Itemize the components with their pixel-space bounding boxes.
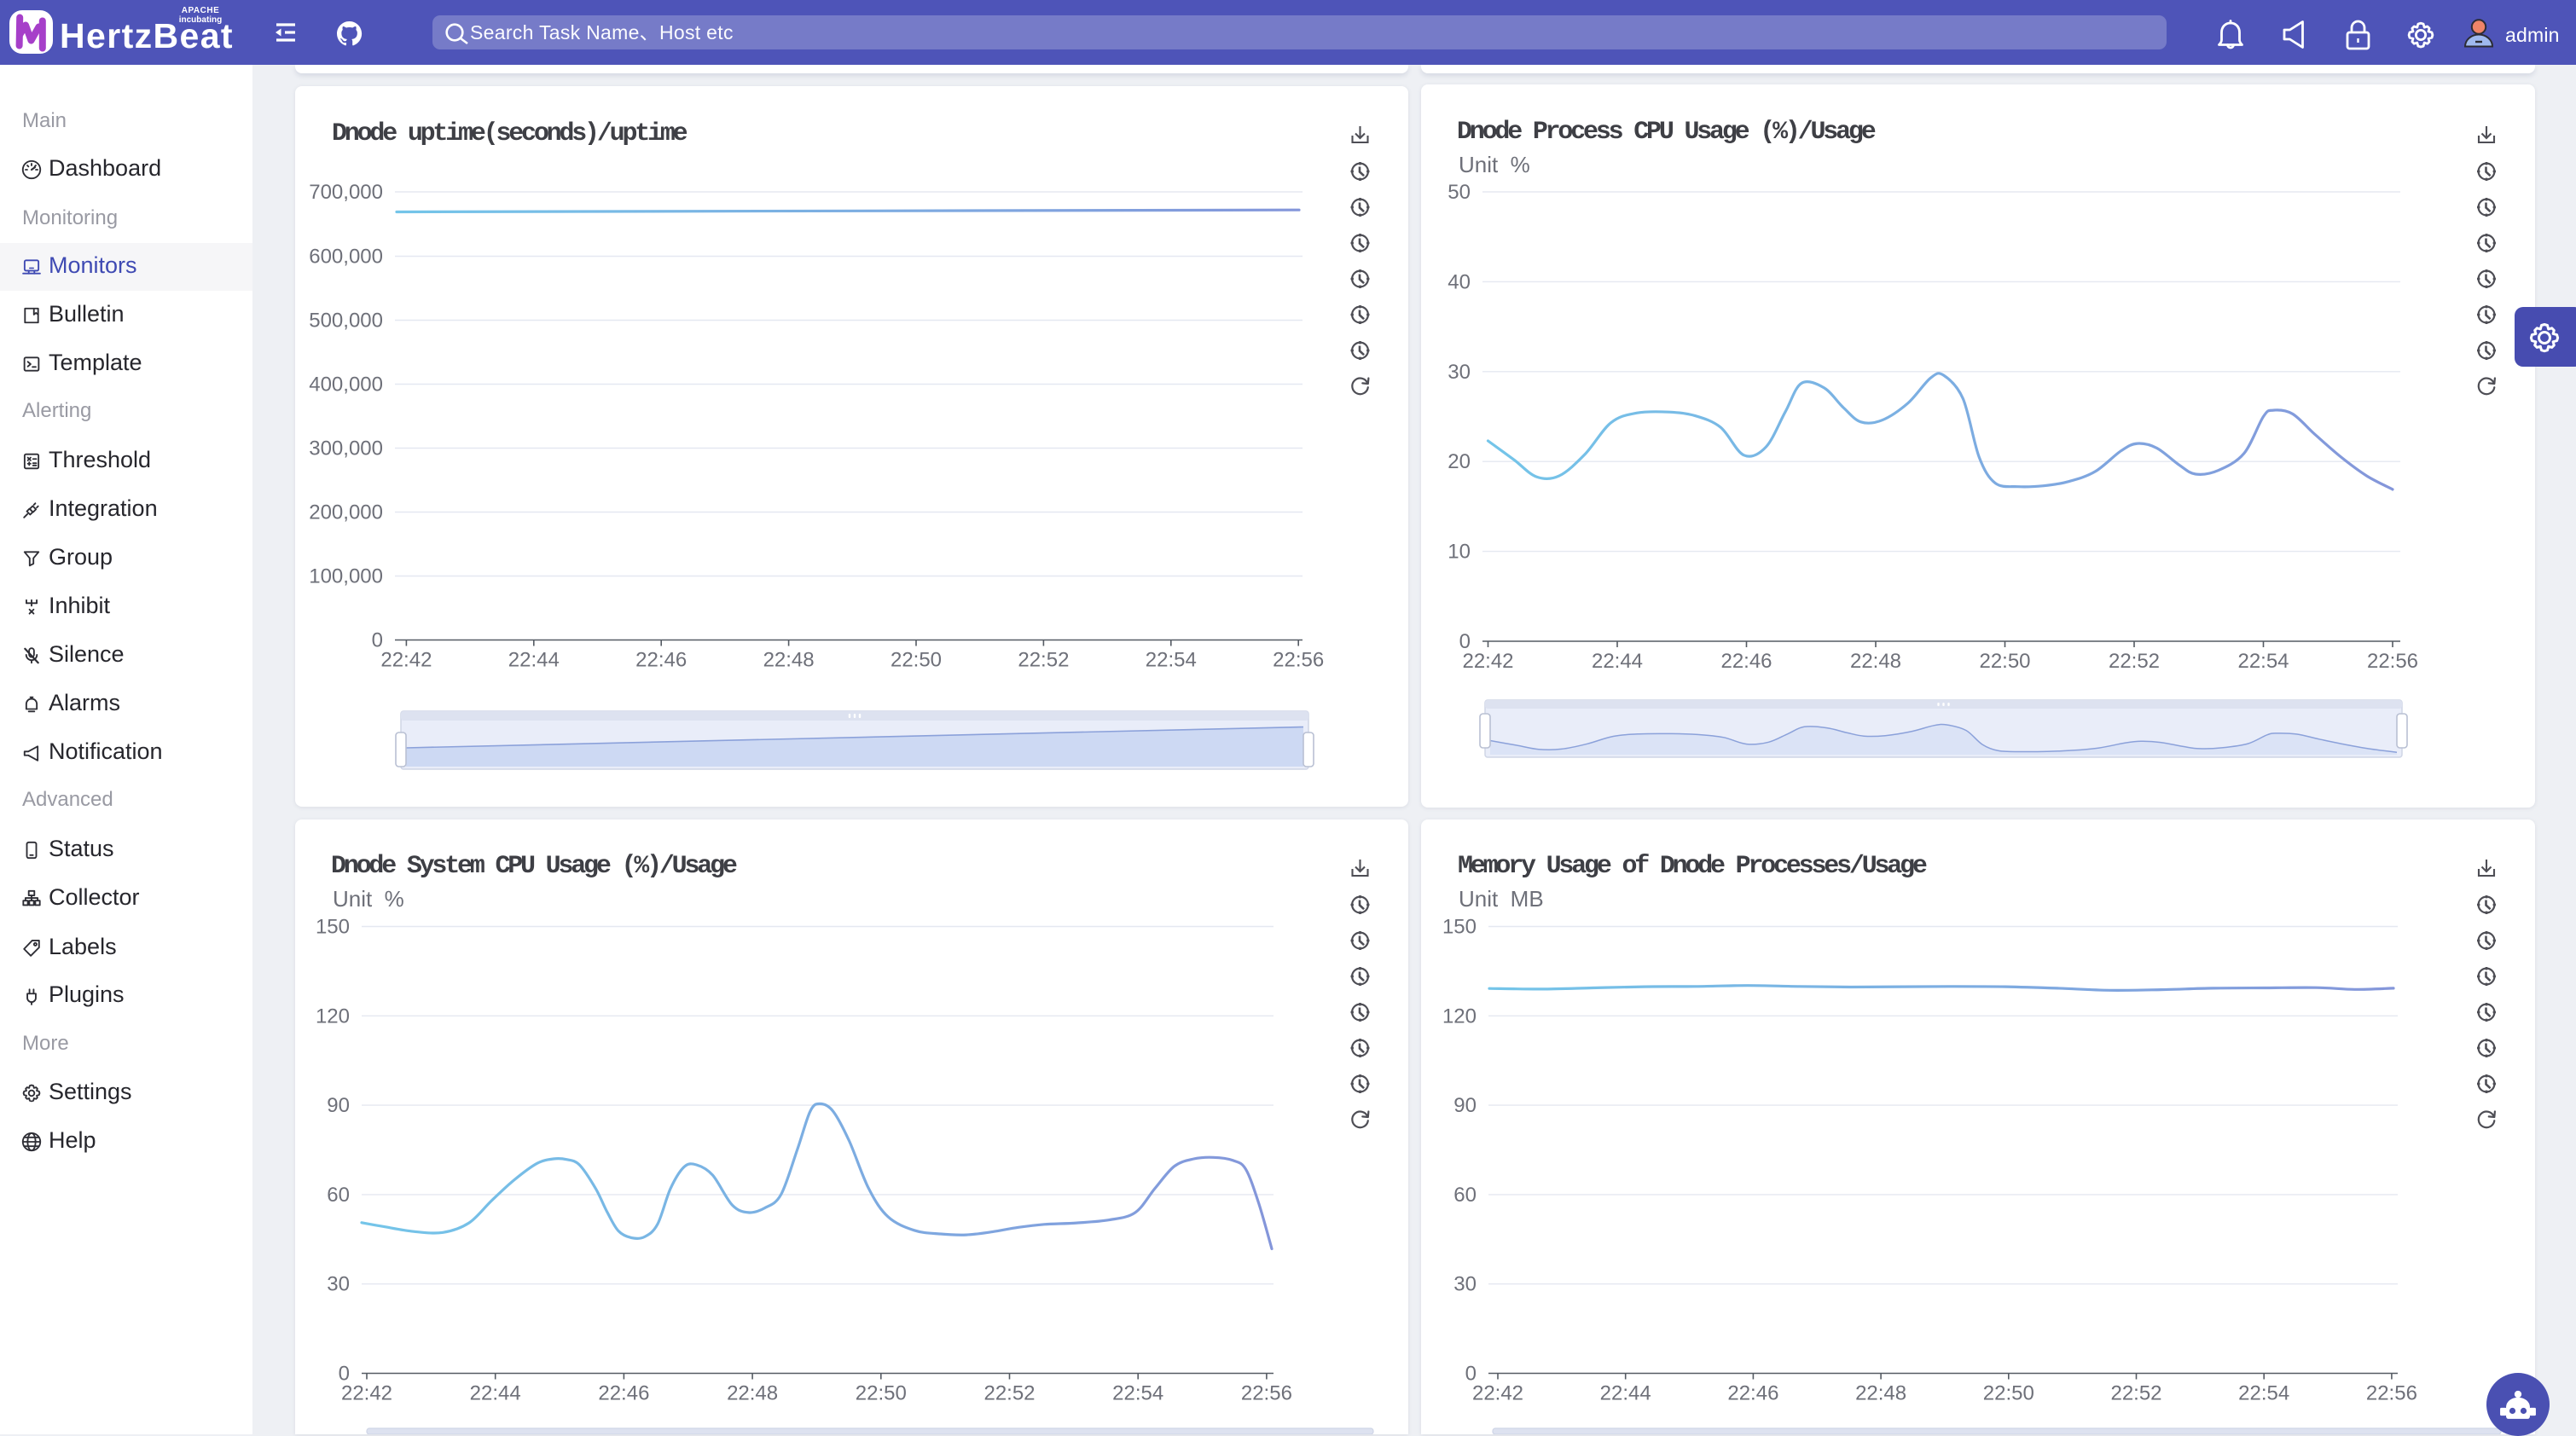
svg-text:22:54: 22:54 (2238, 1382, 2289, 1405)
svg-text:300,000: 300,000 (309, 437, 383, 460)
svg-text:30: 30 (1448, 361, 1471, 384)
svg-text:22:48: 22:48 (1855, 1382, 1906, 1405)
svg-text:60: 60 (327, 1184, 350, 1207)
svg-text:500,000: 500,000 (309, 310, 383, 333)
svg-text:22:44: 22:44 (508, 649, 560, 672)
svg-text:30: 30 (1453, 1273, 1477, 1296)
svg-text:22:56: 22:56 (1273, 649, 1324, 672)
svg-text:22:56: 22:56 (2367, 650, 2418, 673)
svg-text:22:44: 22:44 (1600, 1382, 1651, 1405)
svg-text:22:56: 22:56 (1241, 1382, 1292, 1405)
svg-text:0: 0 (339, 1363, 350, 1386)
svg-text:0: 0 (372, 629, 383, 652)
svg-text:60: 60 (1453, 1184, 1477, 1207)
svg-text:22:54: 22:54 (1112, 1382, 1163, 1405)
svg-text:700,000: 700,000 (309, 181, 383, 204)
svg-text:22:46: 22:46 (635, 649, 687, 672)
svg-text:22:54: 22:54 (1146, 649, 1197, 672)
svg-text:22:42: 22:42 (1472, 1382, 1523, 1405)
svg-text:22:48: 22:48 (763, 649, 815, 672)
svg-text:22:50: 22:50 (891, 649, 942, 672)
svg-text:400,000: 400,000 (309, 373, 383, 397)
svg-text:22:42: 22:42 (341, 1382, 392, 1405)
svg-text:10: 10 (1448, 541, 1471, 564)
svg-text:22:56: 22:56 (2366, 1382, 2417, 1405)
svg-text:22:52: 22:52 (983, 1382, 1035, 1405)
svg-text:90: 90 (1453, 1094, 1477, 1117)
svg-text:100,000: 100,000 (309, 565, 383, 588)
svg-text:150: 150 (316, 916, 350, 939)
svg-text:22:52: 22:52 (2110, 1382, 2161, 1405)
svg-text:90: 90 (327, 1094, 350, 1117)
svg-text:22:44: 22:44 (470, 1382, 521, 1405)
svg-text:22:42: 22:42 (380, 649, 432, 672)
svg-text:40: 40 (1448, 270, 1471, 293)
svg-text:22:52: 22:52 (2109, 650, 2160, 673)
svg-text:22:46: 22:46 (598, 1382, 649, 1405)
svg-text:600,000: 600,000 (309, 246, 383, 269)
svg-text:150: 150 (1442, 916, 1477, 939)
svg-text:22:44: 22:44 (1592, 650, 1643, 673)
svg-text:0: 0 (1465, 1363, 1477, 1386)
svg-text:22:50: 22:50 (856, 1382, 907, 1405)
svg-text:200,000: 200,000 (309, 501, 383, 524)
svg-text:22:52: 22:52 (1018, 649, 1069, 672)
svg-text:120: 120 (316, 1005, 350, 1028)
svg-text:120: 120 (1442, 1005, 1477, 1028)
svg-text:22:48: 22:48 (1850, 650, 1901, 673)
svg-text:30: 30 (327, 1273, 350, 1296)
svg-text:22:42: 22:42 (1462, 650, 1513, 673)
svg-text:20: 20 (1448, 450, 1471, 473)
svg-text:50: 50 (1448, 181, 1471, 204)
svg-text:22:50: 22:50 (1979, 650, 2030, 673)
svg-text:22:54: 22:54 (2237, 650, 2289, 673)
svg-text:22:46: 22:46 (1720, 650, 1772, 673)
svg-text:22:50: 22:50 (1983, 1382, 2034, 1405)
svg-text:0: 0 (1459, 630, 1471, 653)
svg-text:22:48: 22:48 (727, 1382, 778, 1405)
svg-text:22:46: 22:46 (1727, 1382, 1778, 1405)
